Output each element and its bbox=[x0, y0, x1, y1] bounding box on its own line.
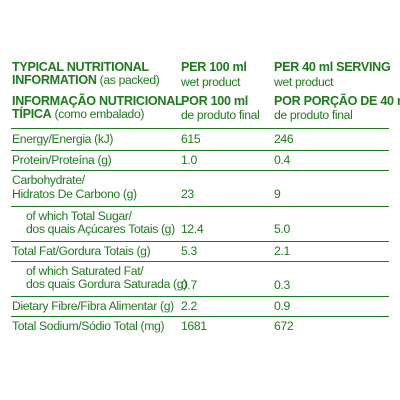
row-protein-per40: 0.4 bbox=[274, 153, 290, 167]
row-sugar-label-line2: dos quais Açúcares Totais (g) bbox=[26, 222, 175, 236]
row-saturated-fat-per100: 0.7 bbox=[181, 278, 197, 292]
header-en-title-line2-normal: (as packed) bbox=[96, 73, 160, 87]
row-divider bbox=[11, 261, 389, 262]
row-energy-per40: 246 bbox=[274, 132, 294, 146]
row-sodium-per40: 672 bbox=[274, 319, 294, 333]
row-carbohydrate-label-line1: Carbohydrate/ bbox=[12, 173, 85, 187]
row-carbohydrate-per40: 9 bbox=[274, 187, 281, 201]
row-saturated-fat-label-line2: dos quais Gordura Saturada (g) bbox=[26, 277, 187, 291]
header-en-title-line1: TYPICAL NUTRITIONAL bbox=[12, 60, 149, 74]
row-fibre-per100: 2.2 bbox=[181, 299, 197, 313]
header-pt-title-line2-bold: TÍPICA bbox=[12, 107, 52, 121]
row-fibre-per40: 0.9 bbox=[274, 299, 290, 313]
row-energy-label: Energy/Energia (kJ) bbox=[12, 132, 114, 146]
row-sodium-label: Total Sodium/Sódio Total (mg) bbox=[12, 319, 165, 333]
row-sugar-per100: 12.4 bbox=[181, 222, 204, 236]
row-divider bbox=[11, 316, 389, 317]
header-pt-title-line2: TÍPICA (como embalado) bbox=[12, 108, 144, 121]
row-divider bbox=[11, 170, 389, 171]
header-en-title-line2-bold: INFORMATION bbox=[12, 73, 97, 87]
header-per100-pt-sub: de produto final bbox=[181, 108, 260, 122]
row-fat-label: Total Fat/Gordura Totais (g) bbox=[12, 244, 151, 258]
row-sodium-per100: 1681 bbox=[181, 319, 207, 333]
header-per100-en: PER 100 ml bbox=[181, 60, 247, 74]
row-divider bbox=[11, 296, 389, 297]
row-carbohydrate-per100: 23 bbox=[181, 187, 194, 201]
row-saturated-fat-label-line1: of which Saturated Fat/ bbox=[26, 264, 144, 278]
header-per100-en-sub: wet product bbox=[181, 75, 241, 89]
row-energy-per100: 615 bbox=[181, 132, 201, 146]
row-carbohydrate-label-line2: Hidratos De Carbono (g) bbox=[12, 187, 137, 201]
header-per100-pt: POR 100 ml bbox=[181, 94, 248, 108]
row-fat-per40: 2.1 bbox=[274, 244, 290, 258]
row-fibre-label: Dietary Fibre/Fibra Alimentar (g) bbox=[12, 299, 174, 313]
header-per40-en: PER 40 ml SERVING bbox=[274, 60, 391, 74]
header-per40-pt-sub: de produto final bbox=[274, 108, 353, 122]
row-divider bbox=[11, 241, 389, 242]
row-sugar-per40: 5.0 bbox=[274, 222, 290, 236]
row-saturated-fat-per40: 0.3 bbox=[274, 278, 290, 292]
row-divider bbox=[11, 206, 389, 207]
header-pt-title-line1: INFORMAÇÃO NUTRICIONAL bbox=[12, 94, 183, 108]
row-sugar-label-line1: of which Total Sugar/ bbox=[26, 209, 132, 223]
header-en-title-line2: INFORMATION (as packed) bbox=[12, 74, 160, 87]
row-divider bbox=[11, 150, 389, 151]
row-fat-per100: 5.3 bbox=[181, 244, 197, 258]
header-per40-pt: POR PORÇÃO DE 40 ml bbox=[274, 94, 400, 108]
header-pt-title-line2-normal: (como embalado) bbox=[51, 107, 145, 121]
row-protein-label: Protein/Proteína (g) bbox=[12, 153, 112, 167]
header-per40-en-sub: wet product bbox=[274, 75, 334, 89]
header-divider bbox=[11, 128, 389, 129]
row-protein-per100: 1.0 bbox=[181, 153, 197, 167]
